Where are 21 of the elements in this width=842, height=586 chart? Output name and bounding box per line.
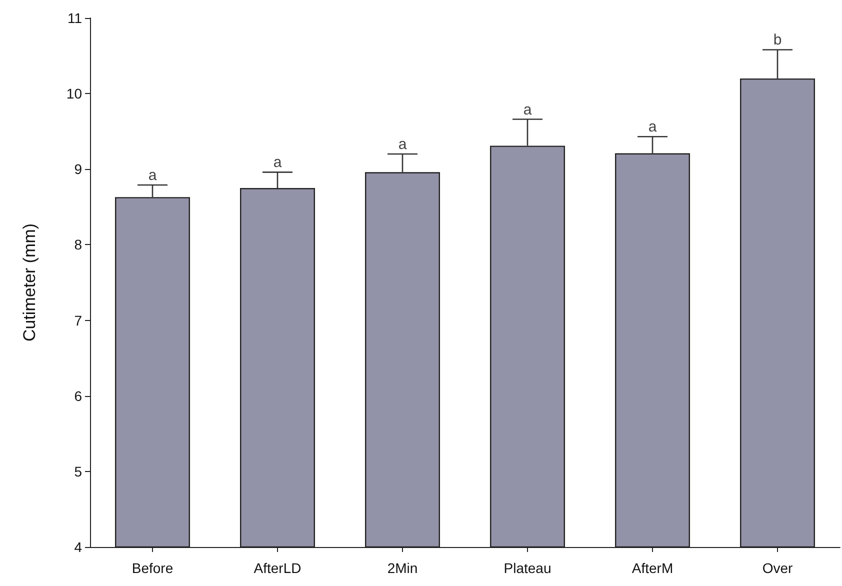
y-tick-label: 4: [74, 539, 82, 555]
y-axis-title: Cutimeter (mm): [20, 223, 39, 342]
x-tick-label: AfterM: [632, 560, 674, 576]
y-tick-label: 10: [66, 86, 82, 102]
x-tick-label: Over: [762, 560, 794, 576]
y-tick-label: 6: [74, 388, 82, 404]
annotation: a: [523, 101, 532, 118]
x-tick-label: Before: [132, 560, 174, 576]
annotation: a: [648, 118, 658, 136]
annotation: a: [148, 167, 158, 184]
annotation: b: [773, 32, 782, 49]
annotation: a: [398, 136, 408, 154]
annotation: a: [273, 154, 282, 172]
x-tick-label: AfterLD: [254, 560, 302, 576]
y-tick-label: 8: [74, 236, 82, 253]
y-tick-label: 5: [74, 463, 82, 480]
y-tick-label: 7: [74, 312, 82, 328]
x-tick-label: Plateau: [504, 560, 552, 576]
x-tick-label: 2Min: [387, 560, 418, 576]
y-tick-label: 9: [74, 161, 82, 178]
y-tick-label: 11: [67, 10, 82, 26]
